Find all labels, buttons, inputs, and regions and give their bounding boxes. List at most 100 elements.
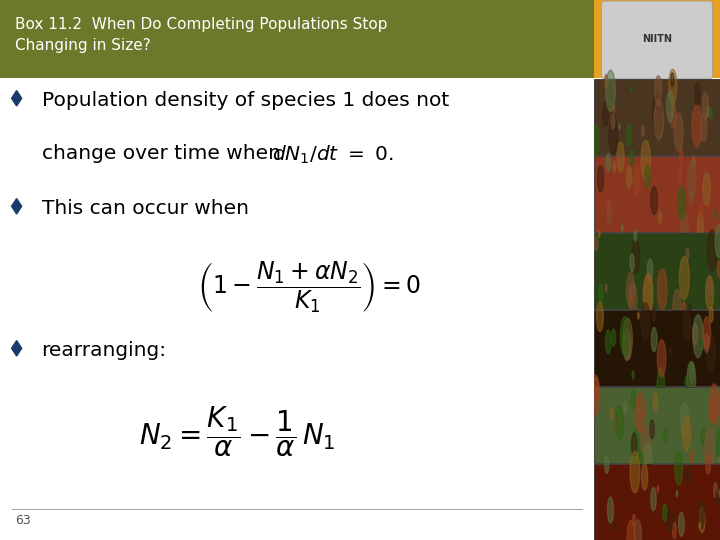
- Text: change over time when: change over time when: [42, 144, 287, 163]
- Circle shape: [611, 329, 616, 346]
- Circle shape: [644, 275, 652, 314]
- Circle shape: [603, 102, 608, 126]
- Circle shape: [643, 442, 652, 480]
- FancyBboxPatch shape: [594, 387, 720, 463]
- Circle shape: [719, 456, 720, 462]
- Circle shape: [644, 273, 653, 313]
- Polygon shape: [12, 341, 22, 356]
- Circle shape: [631, 295, 632, 301]
- Circle shape: [645, 166, 650, 187]
- Circle shape: [715, 224, 720, 258]
- Circle shape: [630, 451, 640, 493]
- Circle shape: [631, 429, 640, 468]
- Circle shape: [632, 371, 634, 379]
- Circle shape: [695, 83, 700, 106]
- Circle shape: [606, 285, 607, 292]
- Circle shape: [634, 520, 642, 540]
- Circle shape: [590, 375, 600, 417]
- FancyBboxPatch shape: [594, 0, 720, 78]
- Circle shape: [714, 483, 717, 498]
- Circle shape: [692, 105, 702, 147]
- Circle shape: [719, 490, 720, 497]
- Circle shape: [598, 231, 600, 238]
- Text: 63: 63: [15, 514, 30, 527]
- FancyBboxPatch shape: [0, 0, 594, 78]
- Circle shape: [690, 451, 693, 463]
- Circle shape: [678, 187, 685, 219]
- Circle shape: [685, 376, 688, 388]
- Circle shape: [706, 106, 709, 117]
- Circle shape: [717, 261, 720, 278]
- Circle shape: [667, 509, 673, 532]
- Circle shape: [638, 451, 644, 475]
- Circle shape: [634, 230, 636, 241]
- Circle shape: [683, 301, 685, 314]
- Circle shape: [630, 254, 634, 272]
- Circle shape: [606, 70, 616, 111]
- Circle shape: [624, 401, 626, 414]
- Circle shape: [641, 426, 650, 468]
- Circle shape: [657, 368, 665, 399]
- Circle shape: [642, 464, 648, 490]
- Circle shape: [669, 69, 677, 104]
- Circle shape: [704, 333, 709, 353]
- Circle shape: [611, 114, 615, 129]
- Circle shape: [693, 315, 703, 357]
- Text: $\left(1 - \dfrac{N_1 + \alpha N_2}{K_1}\right) = 0$: $\left(1 - \dfrac{N_1 + \alpha N_2}{K_1}…: [197, 259, 421, 315]
- FancyBboxPatch shape: [594, 233, 720, 309]
- Circle shape: [630, 150, 634, 165]
- Circle shape: [638, 312, 639, 319]
- FancyBboxPatch shape: [594, 156, 720, 232]
- Circle shape: [641, 302, 650, 340]
- Circle shape: [621, 493, 624, 502]
- Circle shape: [607, 200, 611, 216]
- Circle shape: [641, 140, 651, 180]
- Circle shape: [621, 317, 629, 356]
- Circle shape: [706, 455, 711, 474]
- Circle shape: [687, 161, 696, 199]
- Circle shape: [616, 414, 620, 430]
- Circle shape: [598, 284, 603, 303]
- Circle shape: [652, 327, 657, 352]
- Circle shape: [594, 236, 598, 251]
- Circle shape: [633, 515, 636, 526]
- Text: $N_2 = \dfrac{K_1}{\alpha} - \dfrac{1}{\alpha}\,N_1$: $N_2 = \dfrac{K_1}{\alpha} - \dfrac{1}{\…: [140, 405, 336, 459]
- Circle shape: [680, 256, 689, 299]
- Circle shape: [702, 339, 704, 349]
- Circle shape: [693, 323, 698, 345]
- Circle shape: [710, 396, 716, 422]
- Circle shape: [706, 276, 714, 309]
- Circle shape: [650, 420, 654, 438]
- Circle shape: [680, 149, 683, 163]
- Circle shape: [689, 190, 693, 206]
- Circle shape: [611, 408, 613, 419]
- Circle shape: [703, 316, 711, 349]
- Circle shape: [624, 330, 631, 361]
- Circle shape: [657, 340, 666, 377]
- Circle shape: [670, 104, 676, 128]
- Circle shape: [612, 523, 614, 532]
- Circle shape: [606, 330, 611, 354]
- Circle shape: [716, 430, 720, 458]
- Circle shape: [592, 125, 599, 156]
- Circle shape: [675, 451, 683, 485]
- Circle shape: [689, 303, 691, 312]
- Circle shape: [678, 512, 684, 536]
- Circle shape: [647, 259, 653, 282]
- Circle shape: [674, 113, 683, 152]
- Circle shape: [598, 166, 603, 192]
- Circle shape: [699, 507, 705, 532]
- Circle shape: [648, 284, 653, 305]
- Circle shape: [618, 124, 620, 130]
- Circle shape: [709, 107, 712, 119]
- Circle shape: [692, 157, 696, 170]
- Circle shape: [686, 248, 689, 260]
- Circle shape: [657, 269, 667, 310]
- Circle shape: [672, 522, 676, 538]
- Circle shape: [703, 173, 711, 205]
- Circle shape: [606, 153, 611, 172]
- Circle shape: [653, 393, 657, 411]
- Circle shape: [626, 125, 631, 147]
- Circle shape: [626, 273, 634, 307]
- Circle shape: [652, 91, 662, 134]
